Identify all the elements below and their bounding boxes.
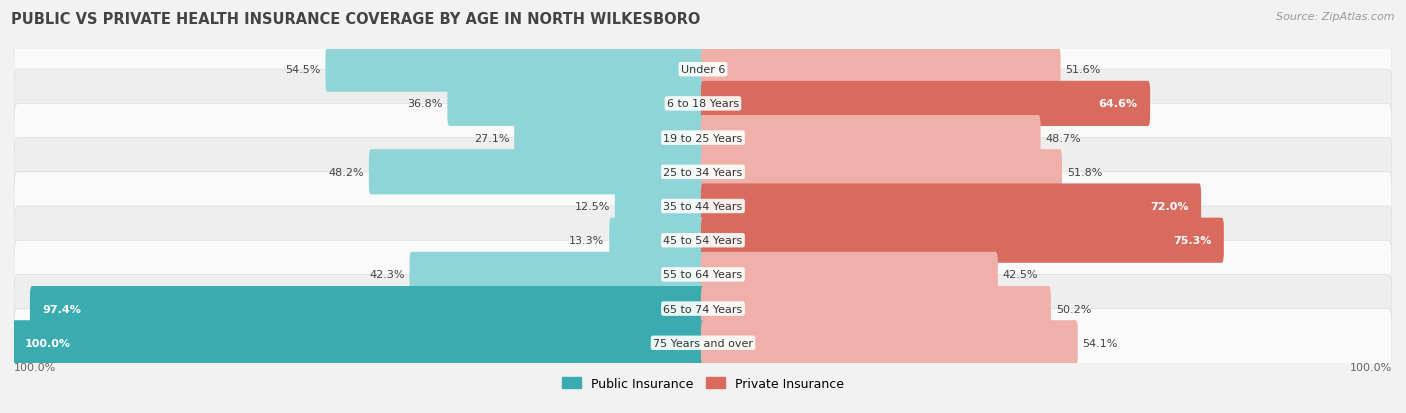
FancyBboxPatch shape xyxy=(702,47,1060,93)
FancyBboxPatch shape xyxy=(14,172,1392,241)
FancyBboxPatch shape xyxy=(702,286,1050,331)
Text: 42.3%: 42.3% xyxy=(370,270,405,280)
FancyBboxPatch shape xyxy=(14,104,1392,172)
FancyBboxPatch shape xyxy=(614,184,704,229)
FancyBboxPatch shape xyxy=(14,70,1392,138)
Text: 45 to 54 Years: 45 to 54 Years xyxy=(664,236,742,246)
Text: 13.3%: 13.3% xyxy=(569,236,605,246)
Text: 100.0%: 100.0% xyxy=(14,362,56,372)
Text: Source: ZipAtlas.com: Source: ZipAtlas.com xyxy=(1277,12,1395,22)
Text: 19 to 25 Years: 19 to 25 Years xyxy=(664,133,742,143)
FancyBboxPatch shape xyxy=(14,309,1392,377)
Text: 36.8%: 36.8% xyxy=(408,99,443,109)
FancyBboxPatch shape xyxy=(14,206,1392,275)
Text: 50.2%: 50.2% xyxy=(1056,304,1091,314)
FancyBboxPatch shape xyxy=(702,150,1062,195)
Text: 35 to 44 Years: 35 to 44 Years xyxy=(664,202,742,211)
FancyBboxPatch shape xyxy=(14,275,1392,343)
FancyBboxPatch shape xyxy=(30,286,704,331)
FancyBboxPatch shape xyxy=(702,116,1040,161)
Text: 27.1%: 27.1% xyxy=(474,133,509,143)
Text: 51.8%: 51.8% xyxy=(1067,167,1102,177)
Text: 42.5%: 42.5% xyxy=(1002,270,1038,280)
Text: 48.2%: 48.2% xyxy=(329,167,364,177)
Text: 64.6%: 64.6% xyxy=(1098,99,1137,109)
FancyBboxPatch shape xyxy=(702,82,1150,127)
FancyBboxPatch shape xyxy=(609,218,704,263)
FancyBboxPatch shape xyxy=(14,36,1392,104)
Text: 65 to 74 Years: 65 to 74 Years xyxy=(664,304,742,314)
FancyBboxPatch shape xyxy=(368,150,704,195)
FancyBboxPatch shape xyxy=(13,320,704,366)
Text: 48.7%: 48.7% xyxy=(1046,133,1081,143)
Text: 54.5%: 54.5% xyxy=(285,65,321,75)
FancyBboxPatch shape xyxy=(702,252,998,297)
Text: 6 to 18 Years: 6 to 18 Years xyxy=(666,99,740,109)
Text: PUBLIC VS PRIVATE HEALTH INSURANCE COVERAGE BY AGE IN NORTH WILKESBORO: PUBLIC VS PRIVATE HEALTH INSURANCE COVER… xyxy=(11,12,700,27)
FancyBboxPatch shape xyxy=(447,82,704,127)
Text: 12.5%: 12.5% xyxy=(575,202,610,211)
Text: 75 Years and over: 75 Years and over xyxy=(652,338,754,348)
Text: 75.3%: 75.3% xyxy=(1173,236,1212,246)
FancyBboxPatch shape xyxy=(325,47,704,93)
Text: Under 6: Under 6 xyxy=(681,65,725,75)
Text: 54.1%: 54.1% xyxy=(1083,338,1118,348)
Text: 100.0%: 100.0% xyxy=(1350,362,1392,372)
Legend: Public Insurance, Private Insurance: Public Insurance, Private Insurance xyxy=(557,372,849,395)
Text: 55 to 64 Years: 55 to 64 Years xyxy=(664,270,742,280)
FancyBboxPatch shape xyxy=(702,218,1223,263)
FancyBboxPatch shape xyxy=(515,116,704,161)
FancyBboxPatch shape xyxy=(409,252,704,297)
Text: 51.6%: 51.6% xyxy=(1066,65,1101,75)
Text: 25 to 34 Years: 25 to 34 Years xyxy=(664,167,742,177)
FancyBboxPatch shape xyxy=(14,138,1392,206)
Text: 100.0%: 100.0% xyxy=(24,338,70,348)
FancyBboxPatch shape xyxy=(702,320,1078,366)
FancyBboxPatch shape xyxy=(702,184,1201,229)
FancyBboxPatch shape xyxy=(14,241,1392,309)
Text: 72.0%: 72.0% xyxy=(1150,202,1188,211)
Text: 97.4%: 97.4% xyxy=(42,304,82,314)
